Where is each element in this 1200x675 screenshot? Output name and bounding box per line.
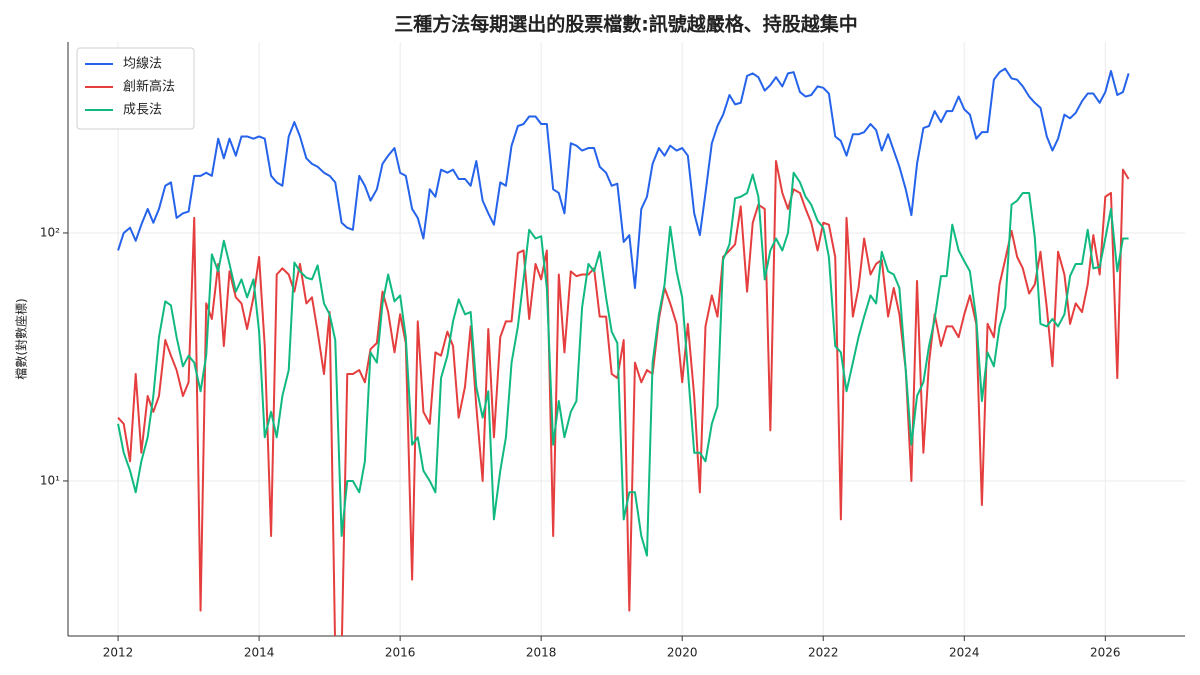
x-tick-label: 2012 (103, 646, 134, 660)
y-axis-label: 檔數(對數座標) (14, 298, 29, 379)
x-tick-label: 2022 (808, 646, 839, 660)
legend-label: 成長法 (123, 103, 162, 118)
legend-box (76, 47, 195, 130)
chart-title: 三種方法每期選出的股票檔數:訊號越嚴格、持股越集中 (394, 13, 858, 36)
plot-area (117, 67, 1130, 636)
x-tick-label: 2026 (1090, 646, 1121, 660)
x-tick-label: 2016 (385, 646, 416, 660)
legend-label: 創新高法 (123, 79, 175, 95)
y-tick-label: 10¹ (40, 473, 60, 487)
y-tick-label: 10² (40, 225, 60, 239)
x-tick-label: 2020 (667, 646, 698, 660)
x-tick-label: 2018 (526, 646, 557, 660)
x-tick-label: 2024 (949, 646, 980, 660)
series-line (117, 67, 1130, 289)
legend-label: 均線法 (123, 56, 162, 72)
x-tick-label: 2014 (244, 646, 275, 660)
series-line (117, 160, 1130, 636)
series-line (117, 171, 1129, 557)
